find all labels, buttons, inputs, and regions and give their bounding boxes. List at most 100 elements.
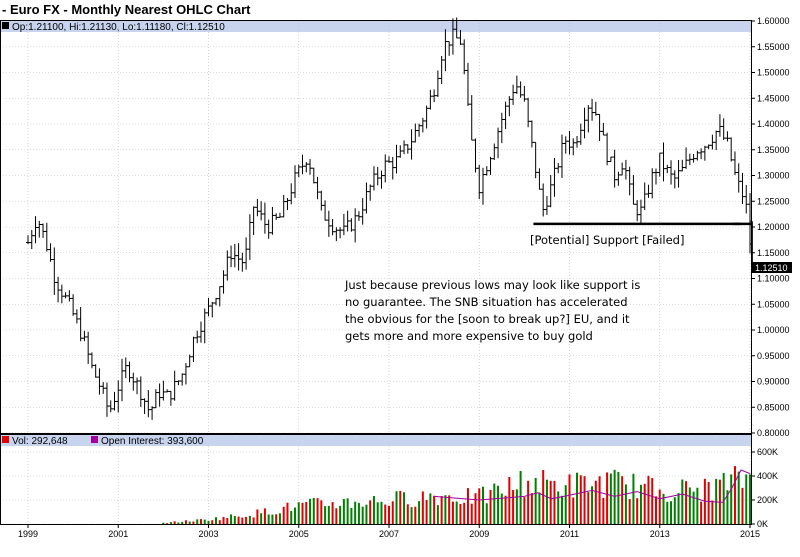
open-interest-legend: Open Interest: 393,600 <box>101 436 204 447</box>
volume-bar <box>301 502 304 524</box>
price-axis-ticks: 1.60000 1.55000 1.50000 1.45000 1.40000 1.350… <box>751 16 790 438</box>
volume-bar <box>339 505 342 524</box>
volume-bar <box>636 498 639 524</box>
volume-bar <box>384 504 387 524</box>
volume-bar <box>275 514 278 524</box>
volume-legend-swatch <box>2 436 9 443</box>
volume-bar <box>414 506 417 524</box>
note-line-1: Just because previous lows may look like… <box>344 278 640 292</box>
volume-bar <box>222 516 225 524</box>
x-tick-label: 1999 <box>18 529 38 539</box>
volume-bar <box>624 484 627 524</box>
volume-bar <box>188 521 191 524</box>
volume-bar <box>598 476 601 524</box>
volume-bar <box>215 517 218 524</box>
volume-bar <box>654 496 657 524</box>
x-axis-ticks: 1999 2001 2003 2005 2007 2009 2011 2013 2015 <box>18 524 760 539</box>
volume-bar <box>169 522 172 524</box>
last-price-badge <box>752 262 792 273</box>
volume-bar <box>237 516 240 524</box>
volume-bar <box>568 474 571 524</box>
volume-bar <box>327 505 330 524</box>
price-tick-label: 1.60000 <box>757 16 790 26</box>
volume-bar <box>696 487 699 524</box>
volume-bar <box>662 493 665 524</box>
volume-bar <box>639 484 642 524</box>
volume-bar <box>451 501 454 524</box>
volume-bar <box>534 477 537 524</box>
x-tick-label: 2005 <box>289 529 309 539</box>
volume-bar <box>418 501 421 524</box>
volume-bar <box>681 479 684 524</box>
volume-bar <box>474 493 477 524</box>
volume-grid <box>0 451 751 525</box>
price-tick-label: 1.10000 <box>757 274 790 284</box>
volume-bar <box>290 511 293 524</box>
volume-panel-frame <box>0 434 752 525</box>
volume-bar <box>482 486 485 524</box>
volume-bar <box>335 508 338 524</box>
volume-bar <box>245 516 248 524</box>
volume-bar <box>576 472 579 524</box>
volume-bar <box>591 486 594 524</box>
volume-bar <box>433 495 436 524</box>
volume-bar <box>399 490 402 524</box>
volume-bar <box>651 478 654 524</box>
volume-axis-ticks: 600K 400K 200K 0K <box>751 447 778 529</box>
volume-legend: Vol: 292,648 <box>12 436 68 447</box>
volume-bar <box>628 499 631 524</box>
volume-bar <box>485 503 488 524</box>
volume-bar <box>256 509 259 524</box>
price-tick-label: 1.45000 <box>757 93 790 103</box>
volume-bar <box>365 504 368 524</box>
volume-bar <box>177 522 180 524</box>
price-tick-label: 1.40000 <box>757 119 790 129</box>
chart-title: - Euro FX - Monthly Nearest OHLC Chart <box>2 2 251 17</box>
volume-bar <box>515 489 518 524</box>
volume-bar <box>733 466 736 524</box>
note-line-3: the obvious for the [soon to break up?] … <box>345 312 630 326</box>
volume-bar <box>252 517 255 524</box>
volume-bar <box>241 517 244 524</box>
volume-bar <box>749 474 751 524</box>
volume-bar <box>316 498 319 524</box>
volume-tick-label: 0K <box>757 519 768 529</box>
volume-bar <box>388 505 390 524</box>
price-panel-frame <box>0 20 752 434</box>
volume-bar <box>726 490 729 524</box>
volume-bar <box>312 497 315 524</box>
volume-bar <box>711 500 714 524</box>
volume-bar <box>173 521 176 524</box>
volume-bar <box>211 520 214 524</box>
volume-bar <box>606 472 609 524</box>
volume-bar <box>602 497 605 524</box>
volume-bar <box>459 503 462 524</box>
volume-bar <box>429 493 432 524</box>
volume-bar <box>309 498 312 524</box>
volume-bar <box>587 492 590 524</box>
readout-marker-icon <box>2 22 9 29</box>
volume-bar <box>512 490 515 524</box>
x-tick-label: 2003 <box>198 529 218 539</box>
price-tick-label: 1.25000 <box>757 196 790 206</box>
volume-bar <box>673 497 676 524</box>
volume-bar <box>745 474 748 524</box>
volume-bar <box>421 491 424 524</box>
volume-bar <box>692 491 695 524</box>
volume-bar <box>572 497 575 524</box>
volume-bar <box>497 485 500 524</box>
volume-bar <box>346 498 349 524</box>
volume-bar <box>226 518 229 524</box>
oi-legend-swatch <box>91 436 98 443</box>
volume-bar <box>579 475 582 524</box>
volume-bar <box>271 514 274 524</box>
volume-bar <box>553 480 556 524</box>
ohlc-readout: Op:1.21100, Hi:1.21130, Lo:1.11180, Cl:1… <box>12 22 225 33</box>
volume-tick-label: 200K <box>757 495 778 505</box>
volume-bar <box>162 522 165 524</box>
price-tick-label: 1.20000 <box>757 222 790 232</box>
price-tick-label: 1.55000 <box>757 42 790 52</box>
x-tick-label: 2015 <box>740 529 760 539</box>
last-price-value: 1.12510 <box>755 263 788 273</box>
volume-bar <box>549 480 552 524</box>
